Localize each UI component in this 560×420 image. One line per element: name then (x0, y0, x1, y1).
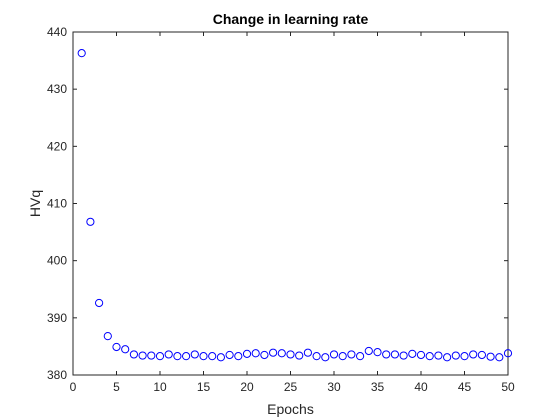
data-point (373, 348, 382, 357)
data-point (416, 350, 426, 360)
data-point (503, 349, 513, 358)
data-point (269, 348, 278, 357)
x-tick-label: 20 (240, 380, 254, 394)
data-point (347, 350, 356, 359)
data-point (303, 348, 312, 357)
data-point (103, 332, 112, 341)
data-point (147, 351, 156, 360)
plot-area-frame (72, 31, 509, 376)
x-tick-label: 15 (197, 380, 211, 394)
x-tick-label: 30 (327, 380, 341, 394)
data-point (286, 350, 295, 359)
data-point (460, 352, 469, 361)
x-tick-label: 35 (371, 380, 385, 394)
data-point (190, 350, 199, 359)
y-tick-label: 390 (47, 311, 67, 325)
data-point (364, 346, 373, 356)
y-tick-label: 420 (47, 139, 67, 153)
x-tick-label: 40 (414, 380, 428, 394)
data-point (260, 350, 269, 360)
data-series (77, 49, 513, 362)
data-point (86, 217, 95, 226)
data-point (390, 350, 399, 359)
data-point (216, 353, 225, 362)
data-point (495, 353, 504, 362)
y-tick-label: 410 (47, 197, 67, 211)
y-tick-label: 380 (47, 368, 67, 382)
x-tick-label: 0 (70, 380, 77, 394)
y-axis: 380 390 400 410 420 430 440 (47, 25, 508, 382)
data-point (321, 353, 330, 362)
data-point (469, 350, 478, 359)
data-point (112, 342, 121, 352)
data-point (199, 352, 208, 361)
y-tick-label: 440 (47, 25, 67, 39)
y-tick-label: 400 (47, 254, 67, 268)
data-point (138, 351, 147, 360)
data-point (399, 351, 408, 360)
x-tick-label: 50 (501, 380, 515, 394)
x-tick-label: 10 (153, 380, 167, 394)
data-point (382, 350, 391, 359)
data-point (425, 352, 434, 361)
data-point (356, 352, 365, 361)
data-point (434, 351, 443, 360)
x-tick-label: 25 (284, 380, 298, 394)
data-point (486, 352, 495, 361)
x-tick-label: 45 (458, 380, 472, 394)
data-point (443, 353, 452, 362)
data-point (251, 349, 260, 358)
y-tick-label: 430 (47, 82, 67, 96)
data-point (95, 298, 104, 308)
data-point (208, 352, 217, 361)
data-point (295, 351, 304, 360)
data-point (234, 352, 243, 361)
data-point (242, 349, 252, 358)
data-point (477, 350, 486, 360)
data-point (121, 345, 130, 354)
data-point (338, 352, 347, 361)
data-point (173, 352, 182, 361)
x-axis: 0 5 10 15 20 25 30 35 40 45 50 (70, 32, 515, 394)
data-point (312, 352, 321, 361)
data-point (155, 352, 165, 361)
data-point (225, 350, 234, 360)
data-point (164, 350, 173, 359)
data-point (77, 49, 86, 58)
data-point (129, 350, 138, 359)
data-point (408, 349, 417, 358)
x-axis-label: Epochs (267, 401, 314, 417)
y-axis-label: HVq (27, 190, 43, 217)
data-point (277, 349, 286, 358)
chart-title: Change in learning rate (213, 11, 369, 27)
data-point (451, 351, 460, 360)
data-point (182, 352, 191, 361)
data-point (329, 350, 339, 359)
x-tick-label: 5 (113, 380, 120, 394)
